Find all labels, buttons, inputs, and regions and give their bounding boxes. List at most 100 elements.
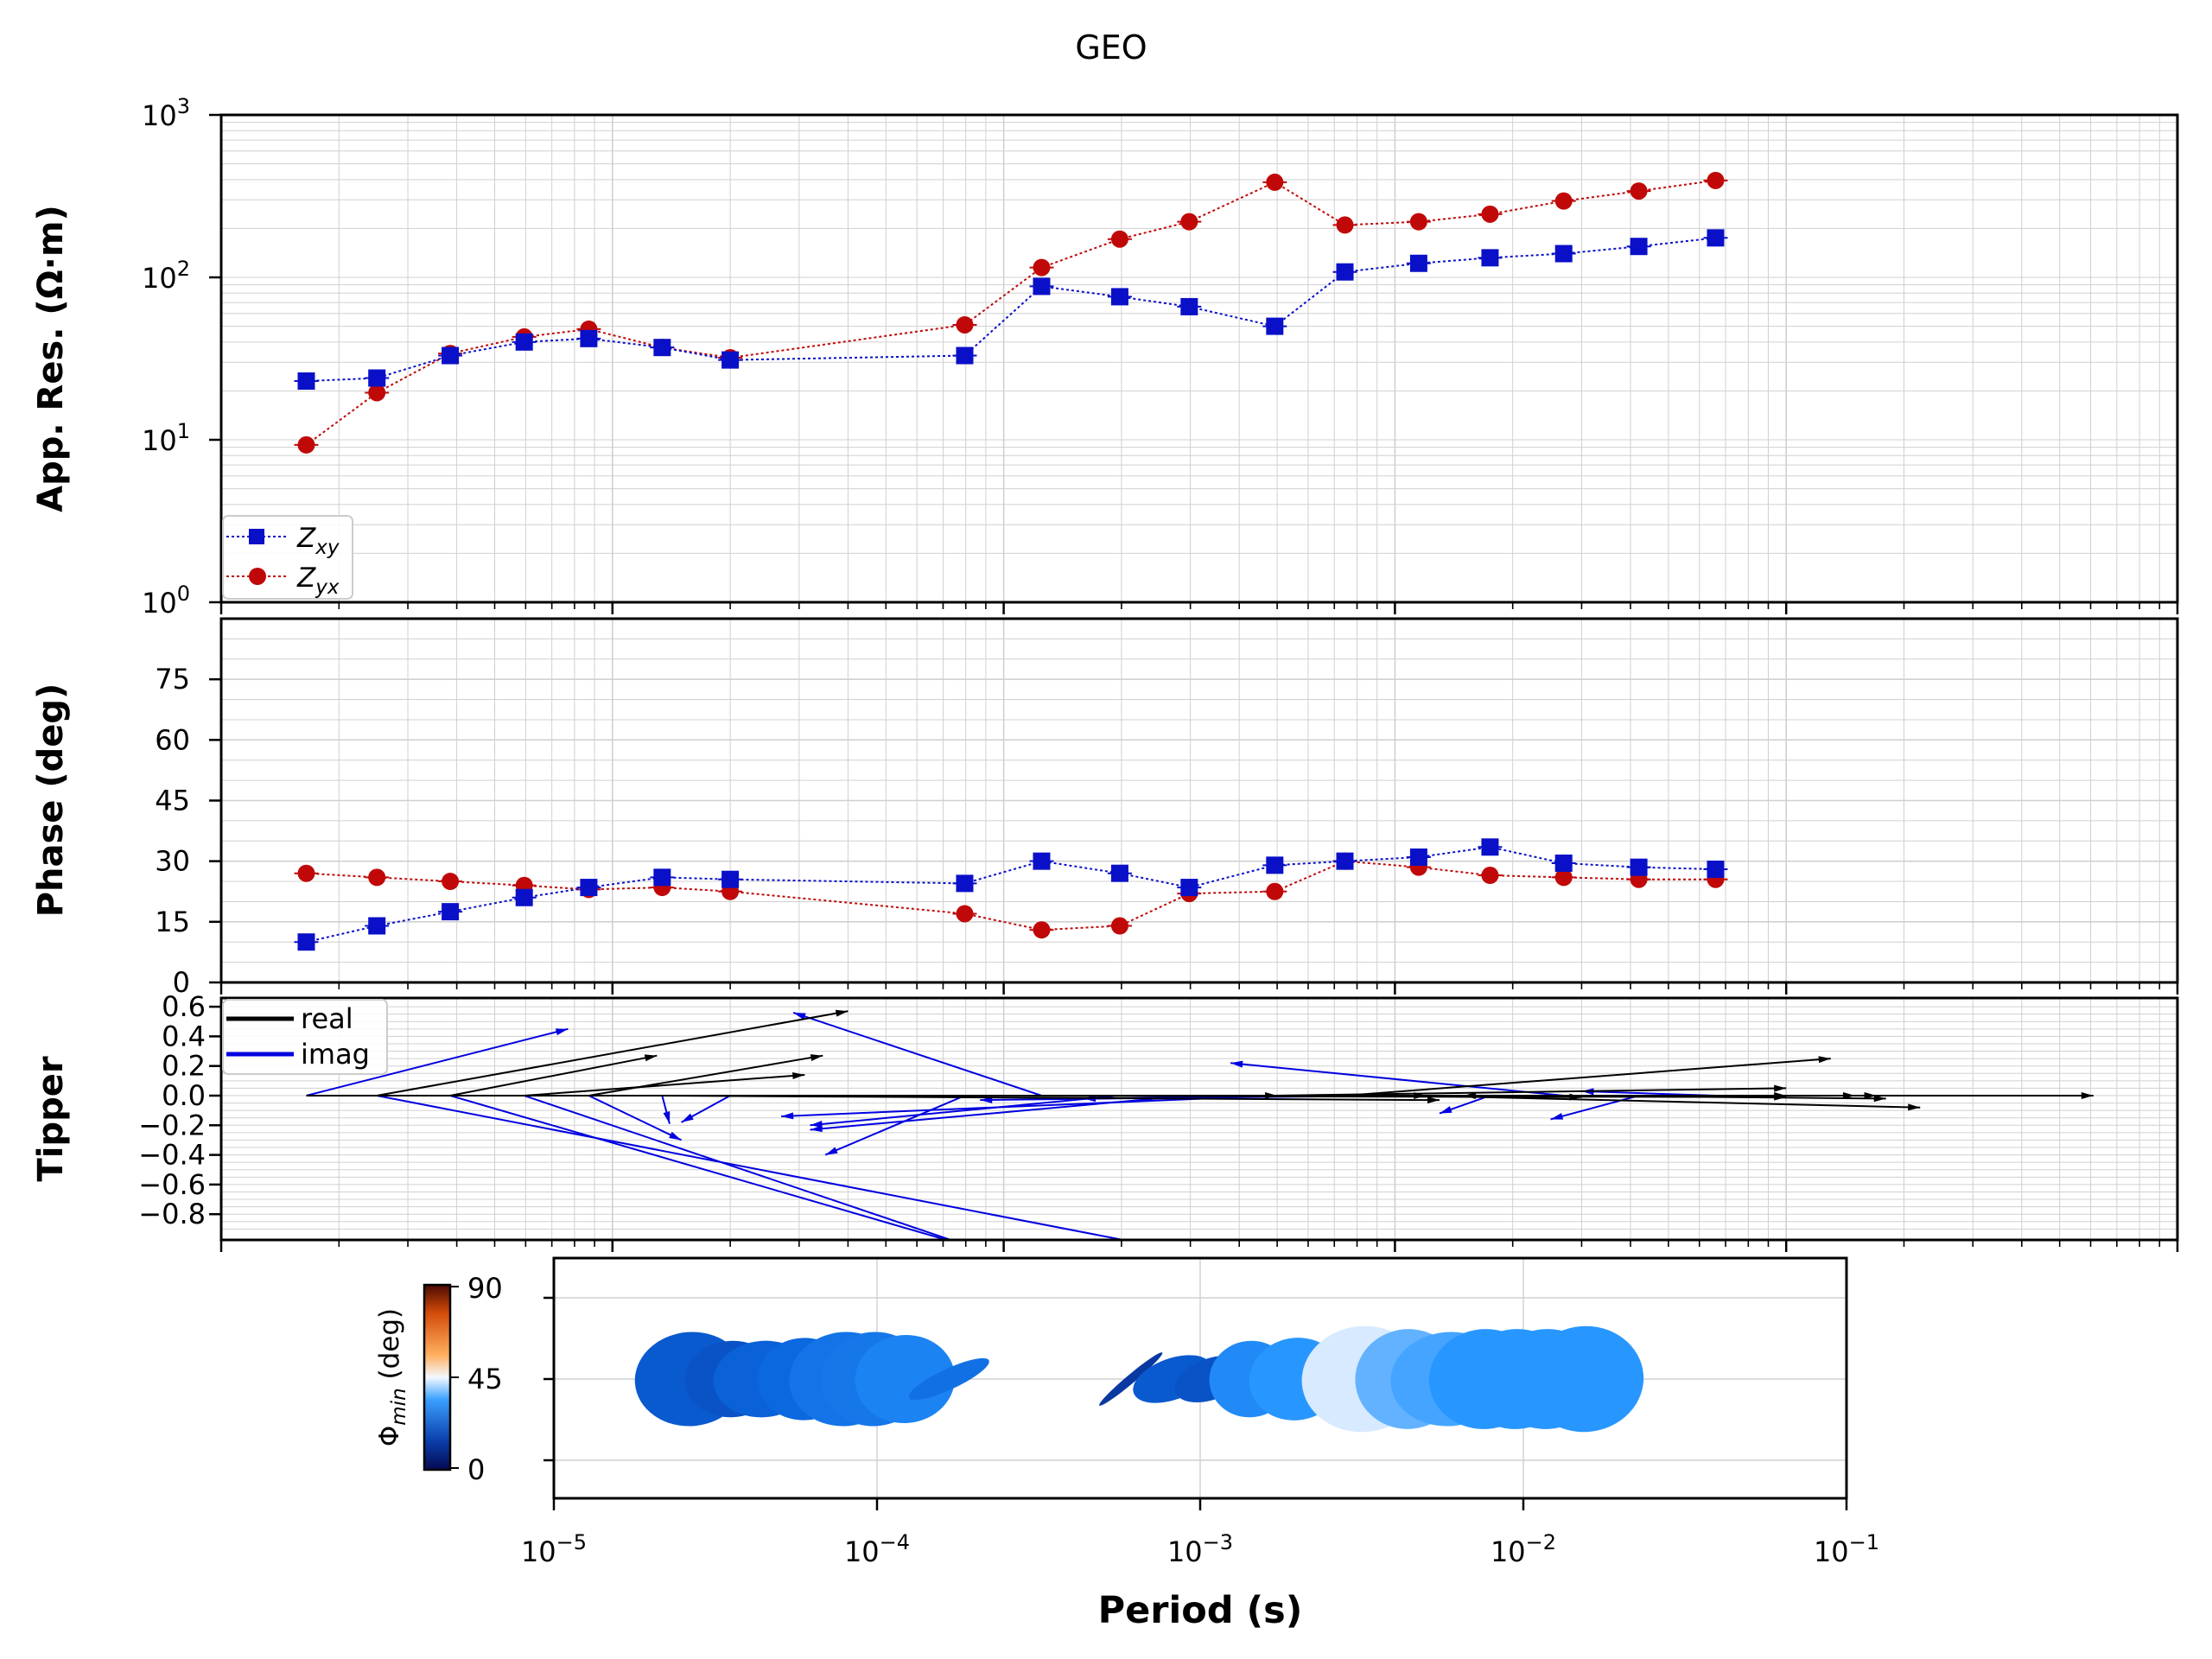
phase-ytick-label: 15	[155, 906, 190, 938]
tipper-imag-arrow-shaft	[1230, 1062, 1564, 1096]
res-zyx-point	[1409, 213, 1427, 231]
phase-zxy-point	[1110, 864, 1128, 882]
tipper-real-arrow-head	[1427, 1096, 1440, 1104]
res-zyx-point	[1336, 216, 1354, 234]
phase-zxy-point	[653, 868, 671, 887]
resistivity-y-label: App. Res. (Ω·m)	[31, 205, 71, 512]
res-zxy-point	[1110, 288, 1128, 306]
pt-y-ticks	[543, 1296, 554, 1462]
phase-y-ticks: 0 15 30 45 60 75	[155, 663, 221, 999]
tipper-real-arrow-shaft	[1418, 1095, 1921, 1109]
tip-ytick-label: 0.0	[162, 1079, 206, 1112]
phase-tensor-ellipse	[1099, 1352, 1163, 1406]
tipper-imag-arrow-shaft	[824, 1095, 965, 1156]
phase-zxy-point	[1409, 848, 1427, 866]
res-zyx-point	[1481, 205, 1499, 223]
tipper-legend: real imag	[222, 999, 388, 1075]
tip-ytick-label: 0.2	[162, 1050, 206, 1083]
res-zyx-point	[956, 315, 974, 334]
phase-zxy-point	[1554, 855, 1573, 873]
legend-zyx-marker	[249, 568, 266, 585]
period-xtick-label: 10−5	[521, 1530, 587, 1568]
tipper-imag-arrow-head	[1147, 1303, 1160, 1310]
tipper-real-arrow-head	[2081, 1092, 2094, 1099]
period-xtick-label: 10−1	[1814, 1530, 1879, 1568]
phase-zyx-point	[1481, 867, 1499, 885]
tipper-imag-arrow-head	[810, 1120, 823, 1128]
resistivity-legend: Zxy Zyx	[222, 515, 353, 600]
phase-zxy-point	[515, 888, 533, 906]
phase-tensor-ellipses	[634, 1325, 1644, 1433]
res-zyx-line	[305, 179, 1716, 446]
phase-zxy-point	[580, 879, 598, 897]
tipper-real-arrow-head	[792, 1072, 805, 1080]
resistivity-panel: 100 101 102 103 App. Res. (Ω·m) Zxy Zyx	[31, 94, 2179, 620]
resistivity-data	[294, 171, 1728, 454]
res-ytick-label: 102	[142, 257, 190, 295]
tipper-imag-arrow-head	[1439, 1106, 1452, 1114]
phase-zyx-point	[1554, 868, 1573, 887]
res-ytick-label: 103	[142, 94, 190, 132]
colorbar-tick-label-0: 0	[467, 1453, 485, 1486]
res-zyx-point	[1266, 173, 1284, 191]
tipper-y-ticks: 0.60.40.20.0−0.2−0.4−0.6−0.8	[138, 990, 221, 1230]
res-ytick-label: 101	[142, 419, 190, 457]
res-zxy-point	[1707, 229, 1725, 247]
tipper-real-arrow-head	[810, 1054, 823, 1061]
res-ytick-label: 100	[142, 582, 190, 620]
tipper-y-label: Tipper	[31, 1056, 71, 1181]
tipper-real-arrow-shaft	[449, 1054, 658, 1096]
tipper-real-arrow-head	[644, 1054, 658, 1062]
colorbar-label: Φmin (deg)	[374, 1308, 410, 1446]
tipper-imag-arrow-head	[810, 1125, 823, 1133]
resistivity-y-ticks: 100 101 102 103	[142, 94, 221, 620]
tipper-real-arrow-shaft	[377, 1010, 849, 1096]
legend-zxy-marker	[249, 529, 264, 544]
tip-ytick-label: 0.6	[162, 990, 206, 1023]
res-zyx-point	[368, 384, 386, 402]
legend-imag-label: imag	[301, 1038, 370, 1071]
tipper-real-arrow-head	[1774, 1084, 1787, 1092]
tipper-imag-arrow-head	[825, 1147, 838, 1155]
tipper-real-arrow-shaft	[524, 1073, 805, 1096]
tip-ytick-label: −0.2	[138, 1109, 206, 1141]
phase-zxy-line	[306, 846, 1716, 944]
res-zxy-point	[297, 372, 315, 390]
period-x-label: Period (s)	[1098, 1589, 1303, 1632]
tipper-frame	[219, 996, 2179, 1242]
phase-zyx-point	[956, 905, 974, 923]
phase-zxy-point	[1266, 856, 1284, 874]
tipper-imag-arrow-shaft	[306, 1027, 569, 1096]
tipper-imag-arrow-shaft	[449, 1095, 950, 1240]
colorbar: 90 45 0 Φmin (deg)	[374, 1272, 503, 1486]
colorbar-tick-label-90: 90	[467, 1272, 503, 1305]
res-zxy-line	[306, 237, 1716, 382]
phase-tensor-ellipse	[908, 1357, 989, 1401]
phase-tensor-ellipse	[855, 1334, 956, 1424]
tipper-imag-arrow-head	[1284, 1268, 1297, 1274]
phase-zxy-point	[1707, 861, 1725, 879]
period-xtick-label: 10−2	[1491, 1530, 1556, 1568]
phase-zyx-point	[1110, 917, 1128, 935]
phase-zxy-point	[1481, 838, 1499, 856]
tipper-real-arrow-head	[1818, 1056, 1831, 1064]
colorbar-bar	[423, 1283, 452, 1471]
phase-y-label: Phase (deg)	[31, 683, 71, 918]
tipper-real-arrow-head	[1908, 1103, 1921, 1111]
tipper-imag-arrow-head	[1230, 1060, 1243, 1068]
period-xtick-label: 10−4	[844, 1530, 910, 1568]
tipper-real-arrow-shaft	[1344, 1058, 1831, 1096]
res-zxy-point	[1033, 277, 1051, 296]
phase-data	[294, 838, 1728, 951]
res-zxy-point	[580, 329, 598, 347]
resistivity-frame	[219, 113, 2179, 604]
tipper-real-arrow-shaft	[588, 1054, 823, 1096]
res-zxy-point	[1336, 263, 1354, 281]
phase-panel: 0 15 30 45 60 75 Phase (deg)	[31, 617, 2179, 999]
tipper-imag-arrow-shaft	[376, 1095, 1128, 1240]
phase-zxy-point	[1180, 879, 1198, 897]
res-zxy-point	[956, 346, 974, 365]
phase-grid	[219, 619, 2179, 995]
phase-ytick-label: 60	[155, 723, 190, 756]
